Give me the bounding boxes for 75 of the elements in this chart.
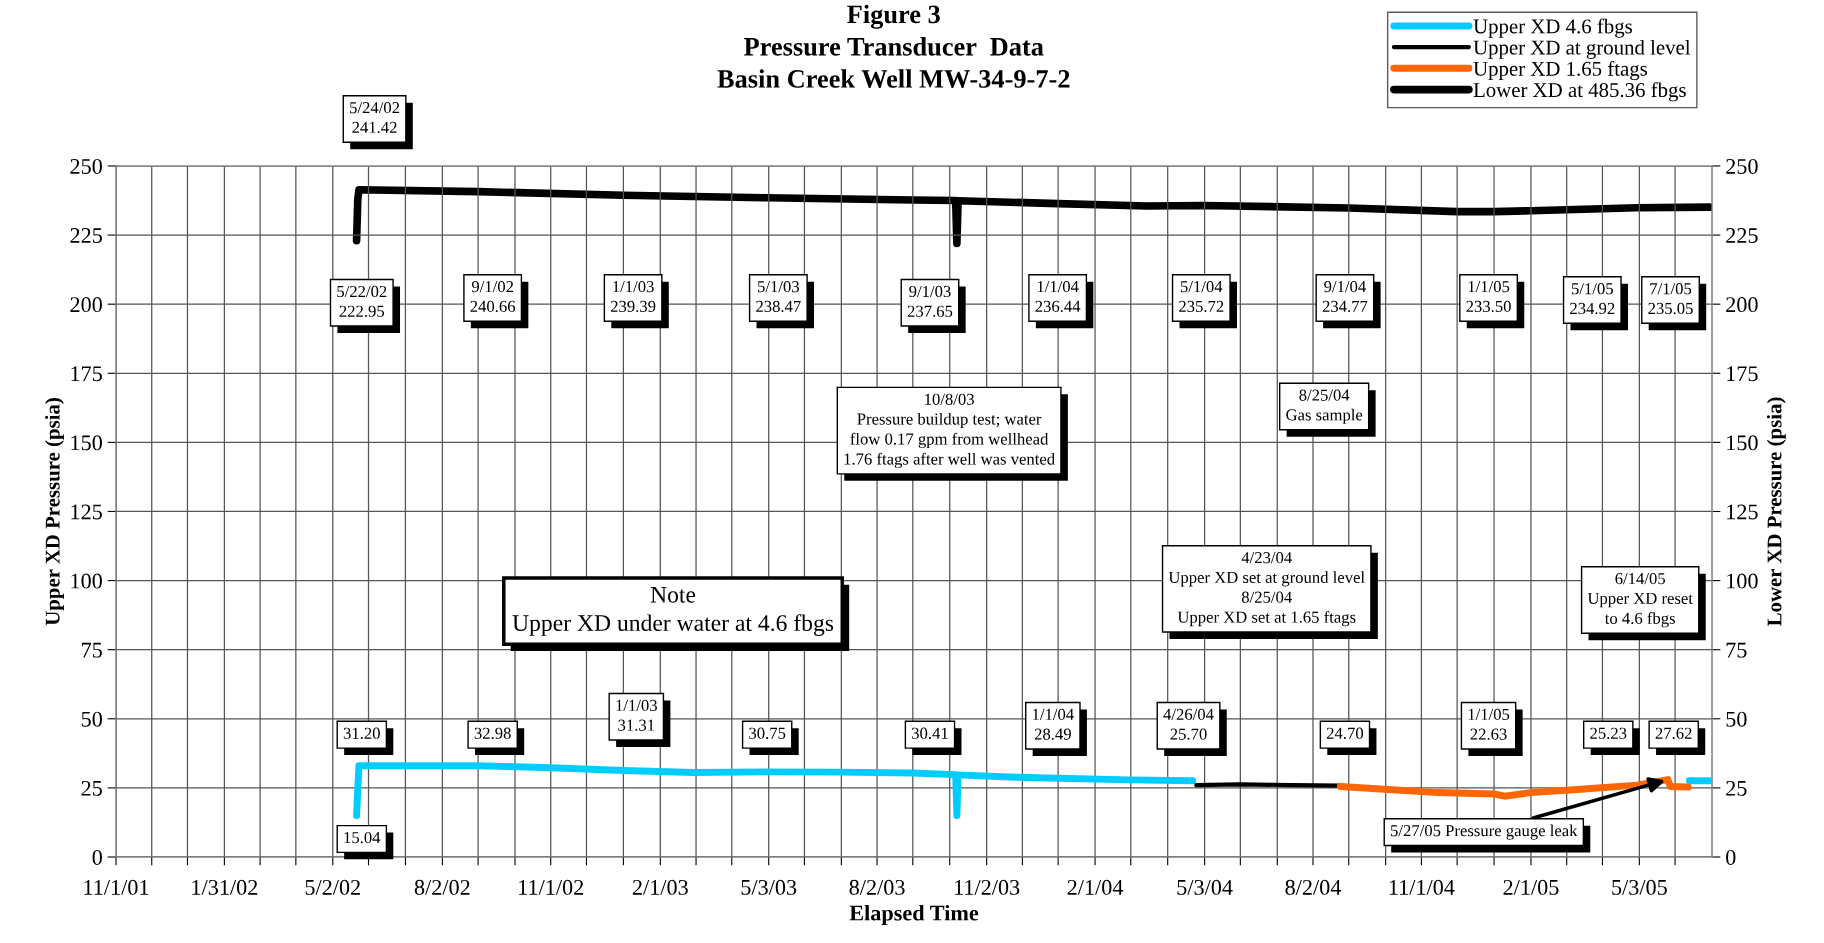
chart-title: Figure 3 Pressure Transducer Data Basin Creek Well MW-34-9-7-2 <box>717 4 1070 88</box>
y2-tick-label: 250 <box>1726 158 1758 174</box>
y2-tick-label: 225 <box>1726 228 1758 243</box>
y-tick-label: 150 <box>71 435 102 451</box>
annotation: 1/1/04 28.49 <box>1033 708 1074 740</box>
x-tick-label: 5/3/03 <box>741 879 797 895</box>
y-tick-label: 175 <box>71 366 102 382</box>
annotation: 4/23/04 Upper XD set at ground level 8/25/04 Upper XD set at 1.65 ftags <box>1168 552 1365 627</box>
annotation: 27.62 <box>1655 727 1692 739</box>
y2-tick-label: 150 <box>1727 435 1758 451</box>
annotation: 30.75 <box>749 727 786 739</box>
y2-tick-label: 125 <box>1727 504 1758 520</box>
legend-label: Upper XD 1.65 ftags <box>1473 60 1648 81</box>
x-tick-label: 2/1/05 <box>1503 879 1559 895</box>
annotation: 1/1/03 31.31 <box>616 699 657 731</box>
x-tick-label: 2/1/03 <box>632 879 688 895</box>
y-tick-label: 100 <box>71 573 102 589</box>
x-tick-label: 1/31/02 <box>192 879 258 895</box>
y-axis-title: Upper XD Pressure (psia) <box>45 398 64 626</box>
legend-label: Upper XD 4.6 fbgs <box>1473 18 1633 38</box>
legend-label: Lower XD at 485.36 fbgs <box>1473 82 1686 102</box>
annotation: 1/1/05 233.50 <box>1466 281 1511 313</box>
annotation: 9/1/03 237.65 <box>907 285 953 317</box>
annotation: Note Upper XD under water at 4.6 fbgs <box>512 587 834 636</box>
annotation: 24.70 <box>1326 727 1364 739</box>
annotation: 8/25/04 Gas sample <box>1286 389 1363 424</box>
y2-tick-label: 75 <box>1726 642 1747 658</box>
x-tick-label: 11/1/02 <box>519 879 584 895</box>
x-axis-title: Elapsed Time <box>849 904 979 926</box>
annotation: 1/1/04 236.44 <box>1035 281 1081 313</box>
x-tick-label: 5/3/05 <box>1612 879 1667 895</box>
annotation: 9/1/02 240.66 <box>470 281 516 313</box>
y-tick-label: 225 <box>70 228 102 243</box>
x-tick-label: 2/1/04 <box>1067 879 1124 895</box>
x-tick-label: 5/2/02 <box>305 879 360 895</box>
annotation: 10/8/03 Pressure buildup test; water flow 0.17 gpm from wellhead 1.76 ftags after well was vented <box>844 393 1055 469</box>
annotation: 5/1/03 238.47 <box>756 281 801 313</box>
x-tick-label: 11/1/04 <box>1389 879 1455 895</box>
y2-tick-label: 175 <box>1727 366 1758 382</box>
y2-tick-label: 25 <box>1726 780 1747 796</box>
x-tick-label: 11/2/03 <box>955 879 1020 895</box>
annotation: 6/14/05 Upper XD reset to 4.6 fbgs <box>1587 572 1693 628</box>
annotation: 25.23 <box>1590 727 1627 739</box>
text: 5/24/02 241.42 <box>350 102 400 134</box>
y-tick-label: 50 <box>81 711 102 727</box>
y-tick-label: 75 <box>82 642 102 658</box>
annotation: 5/1/04 235.72 <box>1179 281 1224 313</box>
x-tick-label: 8/2/04 <box>1285 879 1342 895</box>
annotation: 5/27/05 Pressure gauge leak <box>1391 824 1578 840</box>
x-tick-label: 8/2/03 <box>849 879 905 895</box>
legend-label: Upper XD at ground level <box>1473 39 1691 59</box>
y-tick-label: 200 <box>70 297 102 313</box>
y2-tick-label: 50 <box>1726 711 1747 727</box>
annotation: 30.41 <box>912 727 948 739</box>
annotation: 7/1/05 235.05 <box>1648 283 1693 315</box>
annotation: 15.04 <box>344 831 381 844</box>
y-tick-label: 250 <box>70 158 102 174</box>
annotation: 1/1/03 239.39 <box>610 281 656 313</box>
annotation: 1/1/05 22.63 <box>1468 708 1510 740</box>
x-tick-label: 11/1/01 <box>84 879 149 895</box>
y2-tick-label: 100 <box>1727 573 1758 589</box>
x-tick-label: 5/3/04 <box>1177 879 1233 895</box>
x-tick-label: 8/2/02 <box>414 879 470 895</box>
annotation: 5/1/05 234.92 <box>1570 283 1615 315</box>
y-tick-label: 125 <box>71 504 102 520</box>
annotation: 32.98 <box>474 727 511 739</box>
y2-tick-label: 200 <box>1726 297 1758 313</box>
annotation: 4/26/04 25.70 <box>1163 708 1214 740</box>
annotation: 9/1/04 234.77 <box>1322 281 1368 313</box>
y-tick-label: 0 <box>92 849 102 865</box>
y2-axis-title: Lower XD Pressure (psia) <box>1766 397 1786 627</box>
y-tick-label: 25 <box>81 780 102 796</box>
y2-tick-label: 0 <box>1726 849 1736 865</box>
annotation: 31.20 <box>343 727 380 739</box>
annotation: 5/22/02 222.95 <box>337 285 387 317</box>
